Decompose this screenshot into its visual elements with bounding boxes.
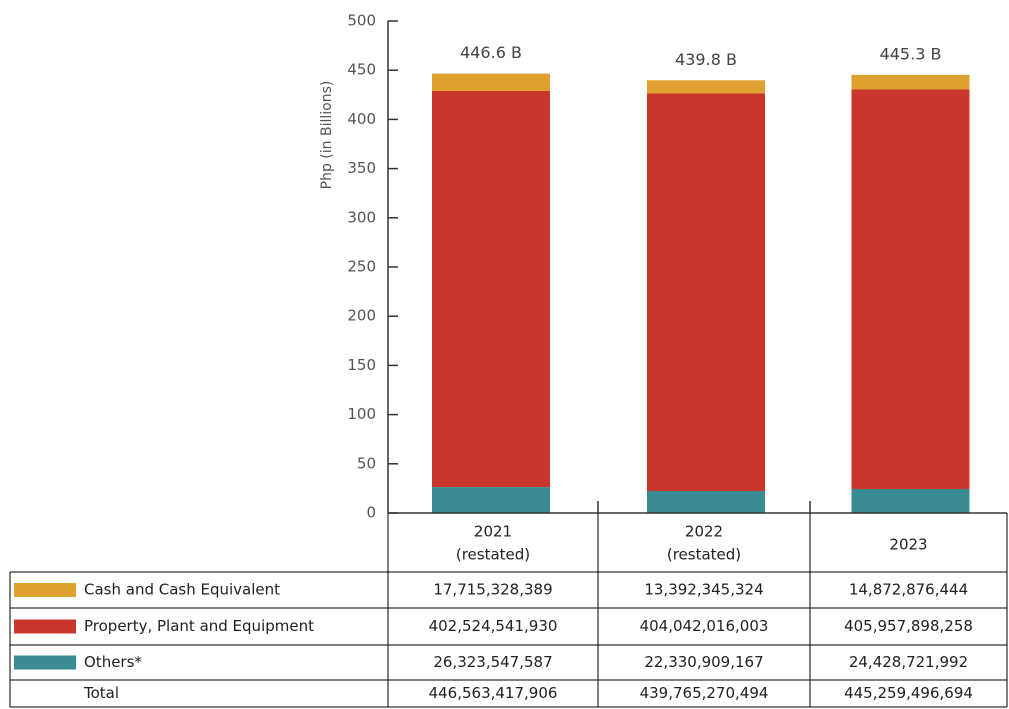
y-tick-label: 250 <box>347 258 376 276</box>
bar-segment <box>851 488 970 513</box>
x-tick-sublabel: (restated) <box>667 546 741 564</box>
y-tick-label: 150 <box>347 356 376 374</box>
x-tick-label: 2021 <box>474 523 512 541</box>
bar-segment <box>647 93 765 492</box>
table-cell: 14,872,876,444 <box>849 581 968 599</box>
total-label: 439.8 B <box>675 50 737 69</box>
y-tick-label: 200 <box>347 307 376 325</box>
legend-swatch <box>14 583 76 597</box>
legend-swatch <box>14 655 76 670</box>
legend-swatch <box>14 619 76 634</box>
x-tick-label: 2023 <box>889 536 927 554</box>
table-cell: 446,563,417,906 <box>429 684 558 702</box>
y-tick-label: 50 <box>357 454 376 472</box>
table-cell: 439,765,270,494 <box>640 684 769 702</box>
x-tick-label: 2022 <box>685 523 723 541</box>
total-label: 446.6 B <box>460 43 522 62</box>
table-cell: 17,715,328,389 <box>433 581 552 599</box>
y-tick-label: 350 <box>347 159 376 177</box>
bar-segment <box>851 74 970 90</box>
legend-label: Others* <box>84 653 142 671</box>
y-tick-label: 300 <box>347 208 376 226</box>
x-tick-sublabel: (restated) <box>456 546 530 564</box>
bar-segment <box>432 91 550 488</box>
y-tick-label: 500 <box>347 12 376 30</box>
total-row-label: Total <box>83 684 119 702</box>
table-cell: 24,428,721,992 <box>849 653 968 671</box>
table-cell: 404,042,016,003 <box>640 617 769 635</box>
y-tick-label: 100 <box>347 405 376 423</box>
y-axis-label: Php (in Billions) <box>319 81 335 190</box>
table-cell: 402,524,541,930 <box>429 617 558 635</box>
y-tick-label: 400 <box>347 110 376 128</box>
table-cell: 13,392,345,324 <box>644 581 763 599</box>
table-cell: 22,330,909,167 <box>644 653 763 671</box>
bar-segment <box>647 491 765 513</box>
bar-segment <box>432 73 550 92</box>
bar-segment <box>647 80 765 94</box>
legend-label: Cash and Cash Equivalent <box>84 581 280 599</box>
total-label: 445.3 B <box>880 44 942 63</box>
y-tick-label: 450 <box>347 61 376 79</box>
table-cell: 445,259,496,694 <box>844 684 973 702</box>
legend-label: Property, Plant and Equipment <box>84 617 314 635</box>
table-cell: 405,957,898,258 <box>844 617 973 635</box>
bar-segment <box>432 487 550 513</box>
bar-segment <box>851 89 970 489</box>
table-cell: 26,323,547,587 <box>433 653 552 671</box>
y-tick-label: 0 <box>366 504 376 522</box>
